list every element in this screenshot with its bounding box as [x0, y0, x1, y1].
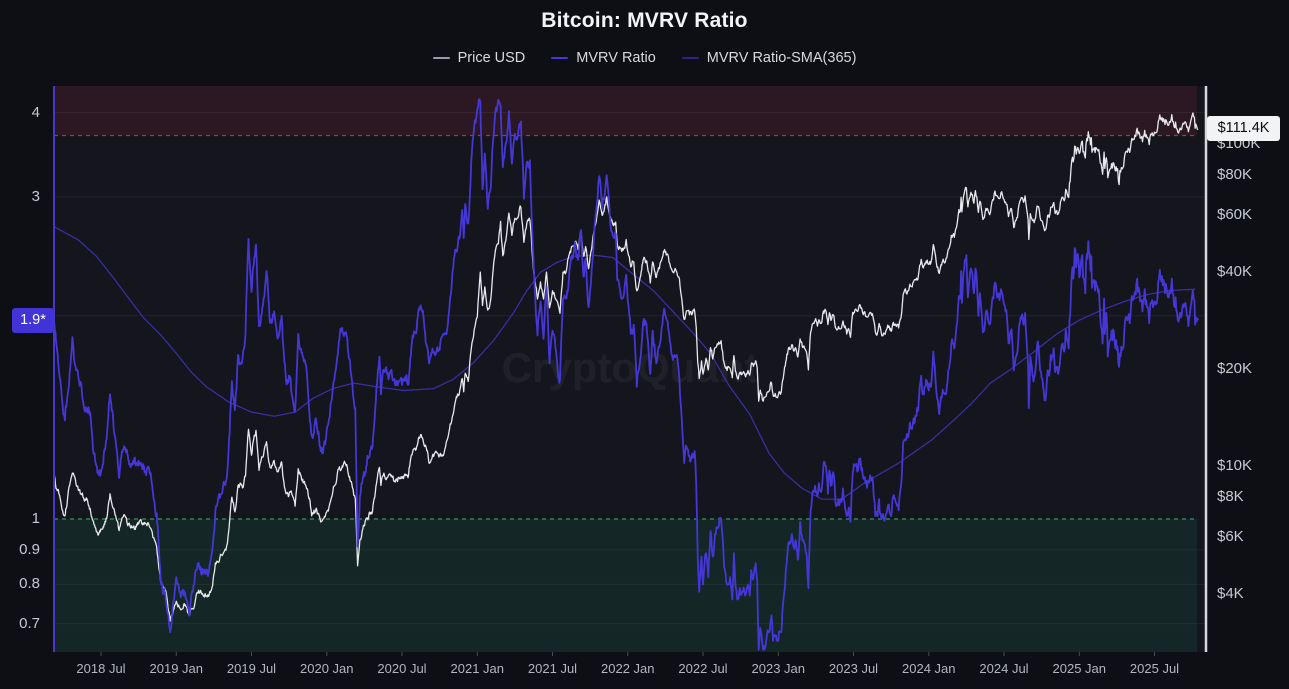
x-tick-mark [476, 652, 478, 656]
watermark: CryptoQuant [502, 344, 759, 391]
legend-item-1[interactable]: MVRV Ratio [551, 50, 656, 66]
x-tick-mark [175, 652, 177, 656]
overvalued-band [54, 86, 1197, 136]
right-axis-tick: $60K [1217, 206, 1253, 224]
left-axis-tick: 4 [31, 103, 40, 121]
x-axis-tick: 2022 Jul [678, 661, 728, 676]
legend-dash-icon [432, 56, 450, 60]
x-axis-tick: 2023 Jan [751, 661, 806, 676]
x-axis-tick: 2022 Jan [601, 661, 655, 676]
chart-title: Bitcoin: MVRV Ratio [541, 9, 748, 32]
legend-item-0[interactable]: Price USD [432, 50, 526, 66]
x-axis-tick: 2020 Jan [300, 661, 354, 676]
legend: Price USD MVRV Ratio MVRV Ratio-SMA(365) [0, 50, 1289, 66]
legend-label: MVRV Ratio [576, 50, 656, 66]
x-tick-mark [627, 652, 629, 656]
legend-label: MVRV Ratio-SMA(365) [706, 50, 857, 66]
x-tick-mark [1078, 652, 1080, 656]
x-tick-mark [702, 652, 704, 656]
x-axis-tick: 2025 Jan [1052, 661, 1107, 676]
x-tick-mark [928, 652, 930, 656]
x-tick-mark [1003, 652, 1005, 656]
x-tick-mark [1154, 652, 1155, 656]
x-axis-tick: 2024 Jul [979, 661, 1029, 676]
x-axis-tick: 2018 Jul [76, 661, 126, 676]
x-axis-tick: 2021 Jul [527, 661, 578, 676]
right-axis-tick: $20K [1217, 360, 1253, 378]
legend-dash-icon [681, 56, 699, 60]
left-axis-tick: 3 [31, 187, 40, 205]
x-axis-tick: 2019 Jan [149, 661, 204, 676]
x-axis-tick: 2021 Jan [450, 661, 505, 676]
x-tick-mark [853, 652, 854, 656]
x-axis-tick: 2024 Jan [902, 661, 956, 676]
x-tick-mark [552, 652, 553, 656]
right-axis-tick: $4K [1217, 585, 1244, 603]
x-tick-mark [777, 652, 779, 656]
x-tick-mark [326, 652, 328, 656]
left-axis-tick: 0.9 [19, 540, 40, 558]
series-mvrv-ratio [54, 98, 1199, 651]
right-axis-tick: $80K [1217, 166, 1253, 184]
x-axis-tick: 2025 Jul [1129, 661, 1180, 676]
series-mvrv-ratio-sma-365- [54, 226, 1196, 500]
x-tick-mark [401, 652, 403, 656]
right-axis-tick: $6K [1217, 528, 1244, 546]
x-tick-mark [100, 652, 102, 656]
left-axis-tick: 0.7 [19, 614, 40, 632]
x-axis-tick: 2020 Jul [377, 661, 427, 676]
x-axis-tick: 2019 Jul [226, 661, 277, 676]
right-axis-tick: $8K [1217, 488, 1244, 506]
right-axis-tick: $40K [1217, 263, 1253, 281]
mvrv-current-badge: 1.9* [12, 307, 54, 333]
legend-dash-icon [551, 56, 569, 60]
undervalued-band [54, 519, 1197, 652]
left-axis-tick: 0.8 [19, 575, 40, 593]
x-axis-tick: 2023 Jul [828, 661, 879, 676]
x-tick-mark [251, 652, 252, 656]
left-axis-tick: 1 [31, 510, 40, 527]
legend-label: Price USD [457, 50, 526, 66]
legend-item-2[interactable]: MVRV Ratio-SMA(365) [681, 50, 857, 66]
right-axis-tick: $10K [1217, 457, 1253, 474]
series-price-usd [54, 112, 1199, 622]
price-current-badge: $111.4K [1207, 116, 1280, 142]
